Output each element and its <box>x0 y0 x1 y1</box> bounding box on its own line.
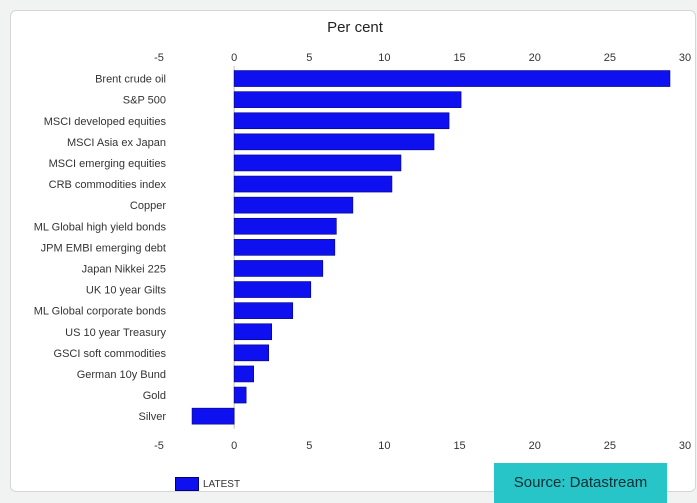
category-label: JPM EMBI emerging debt <box>41 242 166 254</box>
bar <box>233 175 393 193</box>
legend: LATEST <box>175 477 240 491</box>
x-tick-label-top: 20 <box>529 52 541 64</box>
x-tick-label-bottom: 25 <box>604 440 616 452</box>
bar <box>233 196 354 214</box>
x-tick-label-top: 10 <box>378 52 390 64</box>
category-label: ML Global high yield bonds <box>34 221 167 233</box>
bottom-axis-ticks: -5 0 5 10 15 20 25 30 <box>154 440 691 452</box>
category-label: US 10 year Treasury <box>65 327 166 339</box>
bar <box>233 217 337 235</box>
x-tick-label-bottom: 30 <box>679 440 691 452</box>
bar <box>233 302 294 319</box>
source-label: Source: Datastream <box>494 463 667 503</box>
bar <box>233 260 324 277</box>
top-axis-ticks: -5 0 5 10 15 20 25 30 <box>154 52 691 64</box>
bar <box>233 112 450 130</box>
bar <box>233 365 254 383</box>
category-labels: Brent crude oil S&P 500 MSCI developed equ… <box>34 74 167 424</box>
category-label: ML Global corporate bonds <box>34 306 167 318</box>
bar <box>233 154 402 172</box>
category-label: Gold <box>143 390 166 402</box>
category-label: German 10y Bund <box>77 369 166 381</box>
chart-frame: Per cent Brent crude oil S&P 500 MSCI deve… <box>10 10 696 492</box>
bar <box>233 386 247 404</box>
x-tick-label-top: 15 <box>453 52 465 64</box>
bar <box>233 239 336 256</box>
bar <box>233 281 312 298</box>
x-tick-label-bottom: 0 <box>231 440 237 452</box>
x-tick-label-bottom: 20 <box>529 440 541 452</box>
category-label: CRB commodities index <box>49 179 167 191</box>
x-tick-label-bottom: 5 <box>306 440 312 452</box>
category-label: Copper <box>130 200 166 212</box>
bar <box>233 91 462 108</box>
x-tick-label-top: -5 <box>154 52 164 64</box>
category-label: Brent crude oil <box>95 74 166 86</box>
category-label: MSCI developed equities <box>44 116 167 128</box>
bar <box>191 407 235 425</box>
legend-label: LATEST <box>203 478 241 490</box>
chart-title: Per cent <box>327 19 384 36</box>
category-label: S&P 500 <box>123 95 166 107</box>
category-label: MSCI emerging equities <box>49 158 167 170</box>
x-tick-label-bottom: 10 <box>378 440 390 452</box>
x-tick-label-bottom: 15 <box>453 440 465 452</box>
category-label: Silver <box>138 411 166 423</box>
x-tick-label-top: 25 <box>604 52 616 64</box>
x-tick-label-top: 5 <box>306 52 312 64</box>
bar <box>233 70 671 87</box>
x-tick-label-top: 0 <box>231 52 237 64</box>
bar <box>233 344 270 362</box>
legend-swatch <box>175 477 199 491</box>
x-tick-label-top: 30 <box>679 52 691 64</box>
category-label: MSCI Asia ex Japan <box>67 137 166 149</box>
category-label: UK 10 year Gilts <box>86 285 167 297</box>
category-label: GSCI soft commodities <box>54 348 167 360</box>
category-label: Japan Nikkei 225 <box>82 263 166 275</box>
bar <box>233 323 273 341</box>
bar-chart: Per cent Brent crude oil S&P 500 MSCI deve… <box>34 19 691 452</box>
bar <box>233 133 435 151</box>
x-tick-label-bottom: -5 <box>154 440 164 452</box>
chart-bars <box>191 70 671 425</box>
